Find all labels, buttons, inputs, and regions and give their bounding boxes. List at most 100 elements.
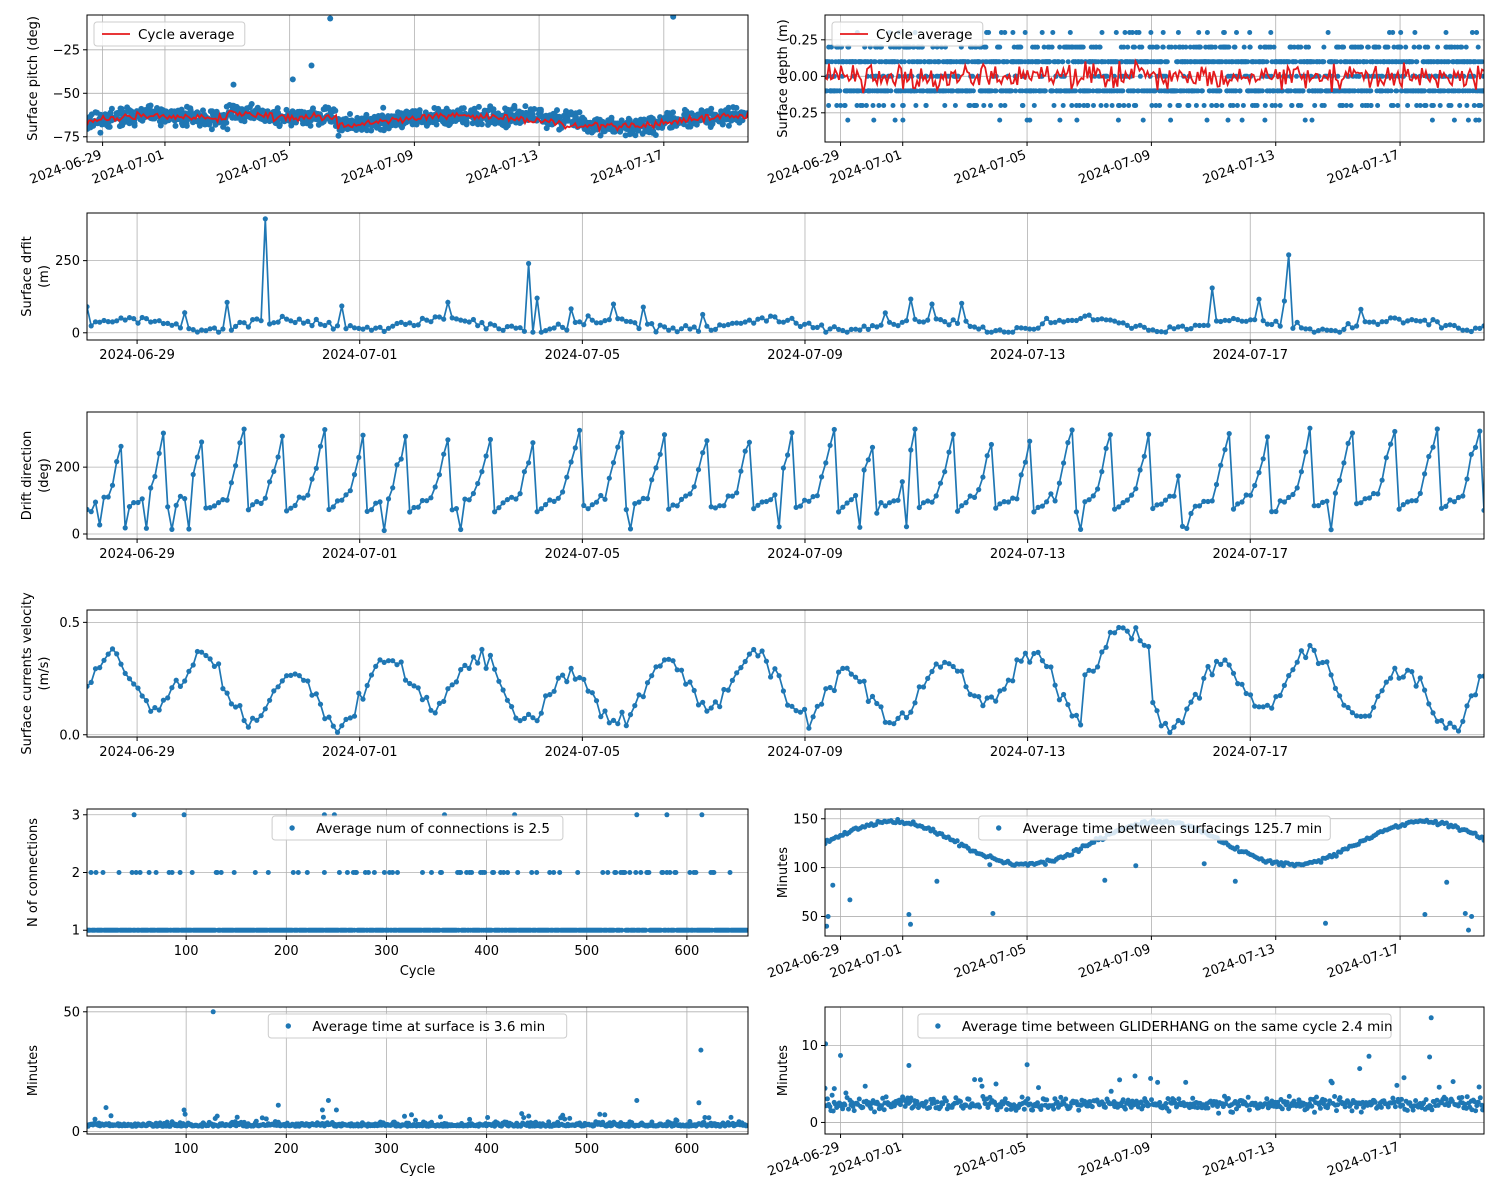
data-point xyxy=(521,328,528,334)
data-point xyxy=(1468,451,1474,457)
data-point xyxy=(97,319,103,325)
data-point xyxy=(768,674,774,680)
data-point xyxy=(339,723,345,729)
data-point xyxy=(848,497,854,503)
data-point xyxy=(1167,493,1173,499)
data-point xyxy=(776,673,782,679)
data-point xyxy=(237,440,243,446)
data-point xyxy=(700,311,706,318)
data-point xyxy=(1352,88,1358,94)
data-point xyxy=(496,326,502,332)
data-point xyxy=(365,870,371,875)
data-point xyxy=(203,652,209,659)
legend-swatch xyxy=(996,825,1002,831)
data-point xyxy=(267,321,273,327)
data-point xyxy=(106,123,113,130)
data-point xyxy=(1477,673,1483,680)
data-point xyxy=(1121,103,1127,108)
data-point xyxy=(373,500,379,506)
data-point xyxy=(1176,103,1182,108)
data-point xyxy=(819,474,825,480)
data-point xyxy=(1286,494,1292,500)
data-point xyxy=(1209,498,1215,504)
data-point xyxy=(250,502,256,508)
x-tick-label: 2024-07-09 xyxy=(1077,942,1153,982)
data-point xyxy=(1082,313,1088,319)
data-point xyxy=(793,320,799,326)
data-point xyxy=(983,44,989,50)
data-point xyxy=(623,318,629,324)
data-point xyxy=(785,317,791,323)
data-point xyxy=(118,315,124,321)
data-point xyxy=(88,870,94,875)
data-point xyxy=(908,921,913,927)
x-tick-label: 2024-07-09 xyxy=(340,148,416,188)
data-point xyxy=(844,329,850,335)
data-point xyxy=(1048,491,1054,497)
data-point xyxy=(1239,681,1245,687)
data-point xyxy=(156,707,162,713)
data-point xyxy=(1158,59,1164,65)
data-point xyxy=(895,323,901,329)
data-point xyxy=(1288,88,1294,94)
data-point xyxy=(1235,501,1241,507)
data-point xyxy=(1273,318,1279,324)
data-point xyxy=(419,315,425,321)
data-point xyxy=(1086,667,1092,673)
data-point xyxy=(899,710,905,716)
data-point xyxy=(1082,672,1088,678)
data-point xyxy=(1392,315,1398,321)
data-point xyxy=(1324,498,1330,504)
data-point xyxy=(347,715,353,721)
data-point xyxy=(364,682,370,689)
data-point xyxy=(1184,525,1190,532)
data-point xyxy=(1237,88,1243,94)
data-point xyxy=(606,317,612,323)
data-point xyxy=(993,698,999,704)
data-point xyxy=(772,666,778,672)
data-point xyxy=(925,498,931,504)
data-point xyxy=(998,103,1004,108)
data-point xyxy=(288,672,294,679)
data-point xyxy=(1320,659,1326,666)
data-point xyxy=(1192,322,1198,328)
data-point xyxy=(1477,325,1483,331)
data-point xyxy=(936,59,942,65)
data-point xyxy=(211,325,217,331)
data-point xyxy=(1164,59,1170,65)
data-point xyxy=(194,454,200,460)
data-point xyxy=(874,510,880,516)
data-point xyxy=(564,327,570,333)
data-point xyxy=(840,327,846,334)
data-point xyxy=(1324,327,1330,333)
y-tick-label: −25 xyxy=(53,43,80,58)
data-point xyxy=(1135,88,1141,94)
data-point xyxy=(194,329,200,335)
data-point xyxy=(1477,428,1483,434)
data-point xyxy=(522,103,529,110)
data-point xyxy=(190,662,196,668)
data-point xyxy=(1065,440,1071,446)
data-point xyxy=(572,676,578,682)
data-point xyxy=(475,103,482,110)
data-point xyxy=(1345,704,1351,711)
data-point xyxy=(517,491,523,497)
data-point xyxy=(1413,318,1419,324)
data-point xyxy=(432,710,438,716)
data-point xyxy=(872,59,878,65)
data-point xyxy=(1222,447,1228,453)
data-point xyxy=(1468,693,1474,699)
data-point xyxy=(632,132,639,139)
data-point xyxy=(1049,44,1055,50)
axes-frame xyxy=(824,14,1485,143)
data-point xyxy=(1455,728,1462,734)
data-point xyxy=(211,663,217,670)
data-point xyxy=(925,317,931,323)
data-point xyxy=(114,651,120,657)
data-point xyxy=(1099,469,1105,475)
data-point xyxy=(419,497,425,504)
data-point xyxy=(207,505,213,511)
data-point xyxy=(589,690,595,696)
data-point xyxy=(1272,103,1278,108)
